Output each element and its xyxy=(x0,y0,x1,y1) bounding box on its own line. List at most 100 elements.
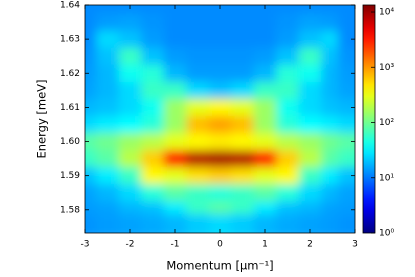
x-tick-label: 1 xyxy=(262,240,268,250)
heat-cell xyxy=(208,115,232,134)
heat-cell xyxy=(141,98,165,117)
y-axis-label: Energy [meV] xyxy=(35,79,49,158)
heat-cell xyxy=(186,81,210,100)
heat-cell xyxy=(231,132,255,151)
x-tick-label: -2 xyxy=(126,240,135,250)
heat-cell xyxy=(141,115,165,134)
heat-cell xyxy=(253,214,277,233)
colorbar-tick-label: 10³ xyxy=(379,63,394,73)
heat-cell xyxy=(338,81,355,100)
heat-cell xyxy=(163,81,187,100)
colorbar-tick-label: 10¹ xyxy=(379,173,394,183)
heat-cell xyxy=(276,214,300,233)
heat-cell xyxy=(276,81,300,100)
heat-cell xyxy=(163,64,187,83)
y-tick-label: 1.60 xyxy=(60,137,80,147)
heat-cell xyxy=(253,150,277,168)
heat-cell xyxy=(298,115,322,134)
heat-cell xyxy=(118,47,142,66)
heat-cell xyxy=(186,150,210,168)
heat-cell xyxy=(253,115,277,134)
heat-cell xyxy=(186,115,210,134)
heat-cell xyxy=(141,47,165,66)
heat-cell xyxy=(118,13,142,32)
heat-cell xyxy=(231,81,255,100)
heat-cell xyxy=(231,214,255,233)
heat-cell xyxy=(96,47,120,66)
y-tick-label: 1.58 xyxy=(60,205,80,215)
heat-cell xyxy=(231,64,255,83)
heat-cell xyxy=(141,13,165,32)
heat-cell xyxy=(208,64,232,83)
x-tick-label: 2 xyxy=(307,240,313,250)
y-tick-label: 1.63 xyxy=(60,35,80,45)
heat-cell xyxy=(118,64,142,83)
y-tick-label: 1.61 xyxy=(60,103,80,113)
colorbar-tick-label: 10⁰ xyxy=(379,229,394,239)
heat-cell xyxy=(96,98,120,117)
heat-cell xyxy=(231,47,255,66)
heat-cell xyxy=(141,150,165,168)
heat-cell xyxy=(186,184,210,202)
heat-cell xyxy=(96,64,120,83)
x-axis-label: Momentum [μm⁻¹] xyxy=(166,259,273,273)
heat-cell xyxy=(231,30,255,49)
heat-cell xyxy=(338,115,355,134)
heat-cell xyxy=(338,214,355,233)
x-tick-label: 3 xyxy=(352,240,358,250)
heat-cell xyxy=(253,98,277,117)
heat-cell xyxy=(163,47,187,66)
y-tick-label: 1.64 xyxy=(60,1,80,11)
y-tick-label: 1.59 xyxy=(60,171,80,181)
heat-cell xyxy=(163,30,187,49)
heat-cell xyxy=(118,98,142,117)
heat-cell xyxy=(253,81,277,100)
heat-cell xyxy=(141,167,165,185)
heatmap-cells xyxy=(85,5,355,233)
heat-cell xyxy=(276,98,300,117)
heat-cell xyxy=(118,30,142,49)
x-tick-label: -3 xyxy=(81,240,90,250)
heat-cell xyxy=(276,132,300,151)
colorbar-tick-label: 10⁴ xyxy=(379,8,394,18)
heat-cell xyxy=(253,13,277,32)
heat-cell xyxy=(163,167,187,185)
heat-cell xyxy=(253,184,277,202)
heat-cell xyxy=(338,64,355,83)
heat-cell xyxy=(118,81,142,100)
heatmap-area xyxy=(85,5,355,233)
heat-cell xyxy=(338,98,355,117)
heat-cell xyxy=(298,98,322,117)
heat-cell xyxy=(298,150,322,168)
y-tick-label: 1.62 xyxy=(60,69,80,79)
heat-cell xyxy=(208,81,232,100)
heat-cell xyxy=(253,64,277,83)
heat-cell xyxy=(298,167,322,185)
heat-cell xyxy=(163,214,187,233)
heat-cell xyxy=(208,13,232,32)
heat-cell xyxy=(338,132,355,151)
heat-cell xyxy=(338,184,355,202)
heat-cell xyxy=(208,98,232,117)
heat-cell xyxy=(208,30,232,49)
heat-cell xyxy=(163,184,187,202)
heat-cell xyxy=(208,47,232,66)
heat-cell xyxy=(118,150,142,168)
heat-cell xyxy=(186,98,210,117)
heat-cell xyxy=(186,167,210,185)
heat-cell xyxy=(96,13,120,32)
colorbar-tick-label: 10² xyxy=(379,118,394,128)
heat-cell xyxy=(118,184,142,202)
heat-cell xyxy=(141,64,165,83)
heat-cell xyxy=(231,98,255,117)
heat-cell xyxy=(118,132,142,151)
heat-cell xyxy=(253,47,277,66)
heat-cell xyxy=(141,81,165,100)
heat-cell xyxy=(231,150,255,168)
heat-cell xyxy=(338,13,355,32)
heat-cell xyxy=(186,13,210,32)
heat-cell xyxy=(96,150,120,168)
heat-cell xyxy=(96,167,120,185)
heat-cell xyxy=(163,98,187,117)
